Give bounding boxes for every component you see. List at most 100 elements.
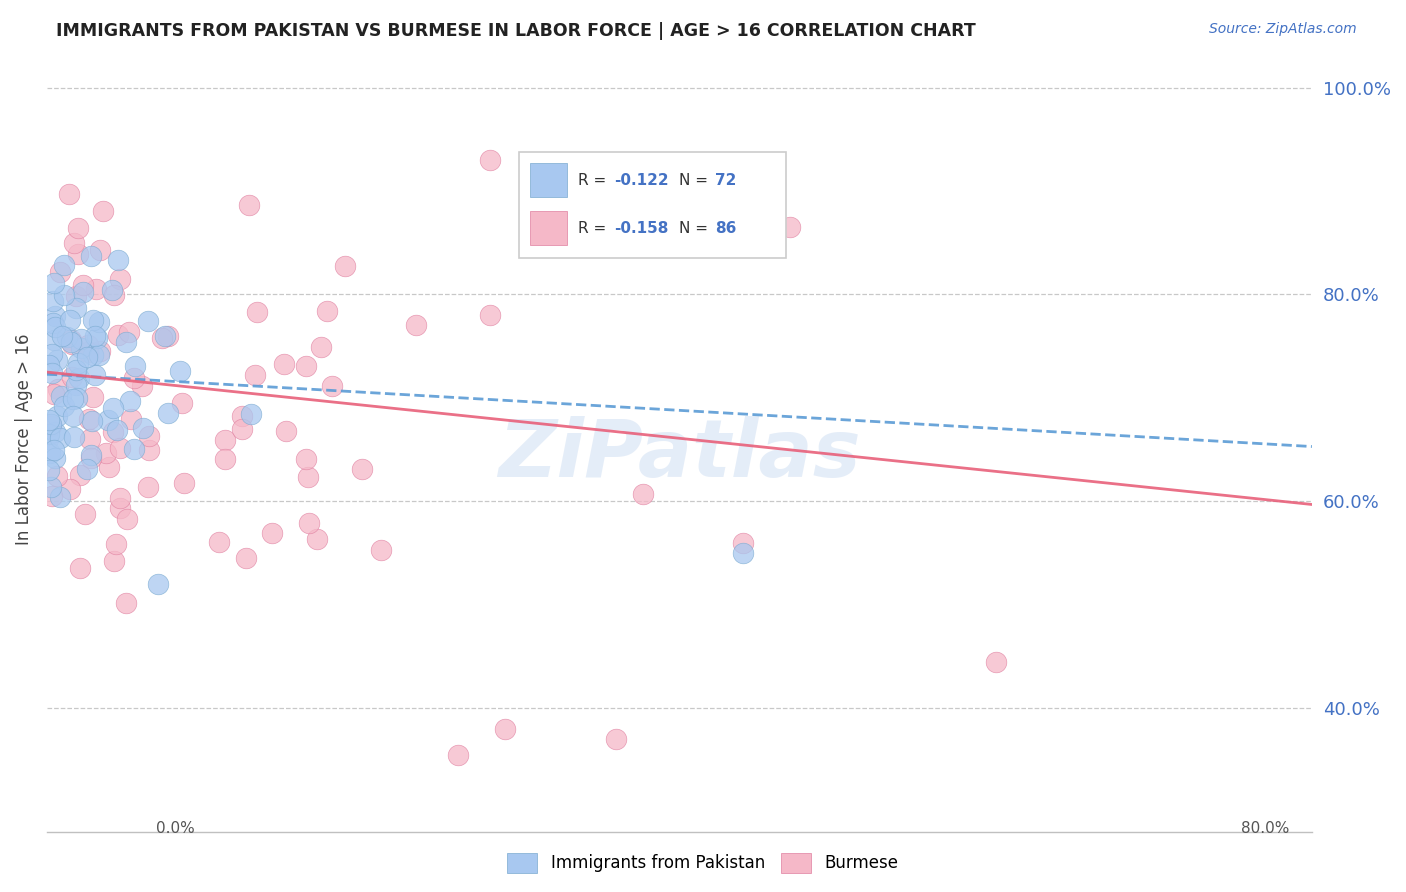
- Point: [108, 272, 131, 286]
- Point: [605, 732, 627, 747]
- Text: IMMIGRANTS FROM PAKISTAN VS BURMESE IN LABOR FORCE | AGE > 16 CORRELATION CHART: IMMIGRANTS FROM PAKISTAN VS BURMESE IN L…: [56, 22, 976, 40]
- Point: [150, 331, 173, 345]
- Point: [208, 534, 231, 549]
- Point: [89, 243, 111, 257]
- Point: [120, 412, 142, 426]
- Point: [41, 347, 63, 361]
- Point: [731, 546, 754, 560]
- Point: [156, 329, 179, 343]
- Point: [101, 401, 124, 416]
- Point: [48, 431, 70, 445]
- Text: 86: 86: [716, 221, 737, 235]
- Point: [370, 542, 392, 557]
- Point: [72, 285, 94, 299]
- Point: [60, 333, 83, 347]
- Point: [38, 413, 60, 427]
- Point: [60, 370, 83, 384]
- Point: [80, 249, 103, 263]
- Point: [80, 449, 103, 463]
- Point: [62, 409, 84, 423]
- Point: [131, 378, 153, 392]
- Point: [83, 368, 105, 382]
- Point: [97, 459, 120, 474]
- Point: [76, 351, 98, 365]
- Point: [309, 340, 332, 354]
- Point: [77, 345, 100, 359]
- Point: [42, 276, 65, 290]
- Point: [494, 722, 516, 736]
- Point: [51, 389, 73, 403]
- Point: [44, 386, 66, 401]
- Point: [72, 277, 94, 292]
- Point: [66, 391, 89, 405]
- Point: [80, 414, 103, 428]
- Point: [333, 259, 356, 273]
- Text: Source: ZipAtlas.com: Source: ZipAtlas.com: [1209, 22, 1357, 37]
- Point: [297, 469, 319, 483]
- Point: [49, 265, 72, 279]
- Point: [295, 359, 318, 374]
- Point: [77, 411, 100, 425]
- Point: [231, 422, 253, 436]
- Point: [53, 399, 76, 413]
- Point: [315, 304, 337, 318]
- Point: [66, 356, 89, 370]
- Point: [59, 482, 82, 496]
- Point: [67, 246, 90, 260]
- Text: 0.0%: 0.0%: [156, 821, 195, 836]
- Point: [273, 357, 295, 371]
- Point: [156, 406, 179, 420]
- Point: [41, 366, 63, 380]
- Text: N =: N =: [679, 221, 713, 235]
- Point: [295, 452, 318, 467]
- Point: [44, 425, 66, 439]
- Point: [48, 490, 70, 504]
- Text: -0.158: -0.158: [614, 221, 668, 235]
- Point: [110, 441, 132, 455]
- Point: [58, 187, 80, 202]
- Point: [136, 314, 159, 328]
- Point: [262, 526, 284, 541]
- Point: [122, 370, 145, 384]
- Point: [42, 443, 65, 458]
- Point: [46, 409, 69, 424]
- Point: [274, 425, 297, 439]
- Point: [42, 316, 65, 330]
- Point: [478, 308, 501, 322]
- Point: [478, 153, 501, 167]
- Text: 72: 72: [716, 173, 737, 188]
- Point: [214, 452, 236, 467]
- Point: [62, 392, 84, 406]
- Point: [240, 407, 263, 421]
- Point: [76, 338, 98, 352]
- Point: [65, 301, 87, 315]
- Point: [105, 423, 128, 437]
- Point: [65, 378, 87, 392]
- Point: [298, 516, 321, 530]
- Text: R =: R =: [578, 173, 610, 188]
- Point: [108, 500, 131, 515]
- Point: [70, 342, 93, 356]
- Point: [173, 476, 195, 491]
- Point: [44, 320, 66, 334]
- Point: [38, 463, 60, 477]
- Point: [89, 348, 111, 362]
- Point: [56, 330, 79, 344]
- Point: [86, 282, 108, 296]
- Point: [44, 309, 66, 323]
- Point: [124, 359, 146, 373]
- Text: -0.122: -0.122: [614, 173, 668, 188]
- Point: [82, 348, 104, 362]
- Point: [94, 446, 117, 460]
- Point: [124, 442, 146, 456]
- Point: [67, 220, 90, 235]
- Point: [231, 409, 253, 423]
- Point: [110, 491, 132, 506]
- Point: [235, 550, 257, 565]
- Point: [65, 362, 87, 376]
- Point: [731, 535, 754, 549]
- Point: [79, 433, 101, 447]
- Point: [101, 283, 124, 297]
- Point: [87, 315, 110, 329]
- Point: [103, 425, 125, 440]
